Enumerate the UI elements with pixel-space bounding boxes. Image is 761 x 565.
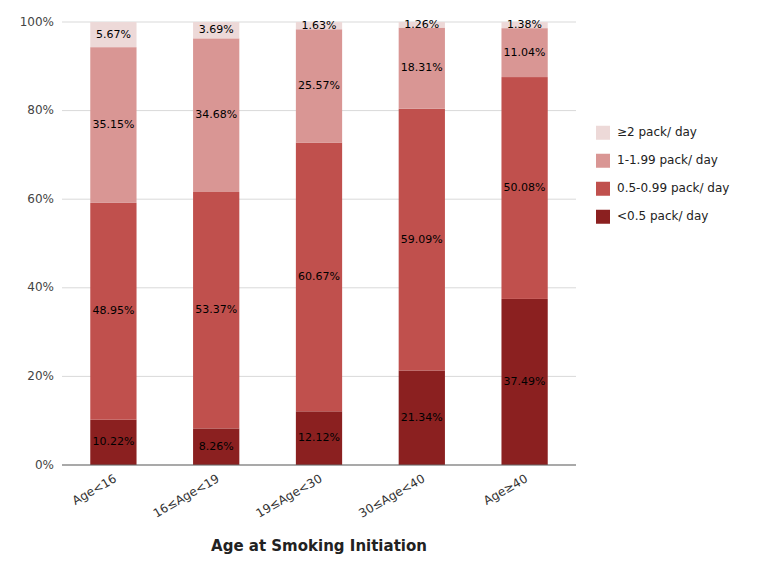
data-label: 1.26% <box>404 18 439 31</box>
x-tick-label: Age<16 <box>70 471 119 507</box>
data-label: 21.34% <box>401 411 443 424</box>
legend-swatch <box>596 210 610 224</box>
bar-segment <box>296 411 342 465</box>
legend: ≥2 pack/ day 1-1.99 pack/ day 0.5-0.99 pac… <box>596 125 729 224</box>
data-label: 5.67% <box>96 28 131 41</box>
data-label: 53.37% <box>195 303 237 316</box>
data-label: 3.69% <box>199 23 234 36</box>
y-tick-label: 80% <box>27 103 54 117</box>
chart-svg: 0% 20% 40% 60% 80% 100% 10.22% 8.26% 12.12% 21.34… <box>0 0 761 565</box>
bar-segment <box>501 77 547 299</box>
bars <box>90 22 547 465</box>
data-label: 25.57% <box>298 79 340 92</box>
data-labels: 10.22% 8.26% 12.12% 21.34% 37.49% 48.95% 53.37… <box>92 18 545 453</box>
bar-segment <box>90 47 136 203</box>
legend-label: 1-1.99 pack/ day <box>617 153 718 167</box>
bar-segment <box>193 192 239 428</box>
data-label: 48.95% <box>92 304 134 317</box>
y-tick-label: 100% <box>20 15 54 29</box>
bar-segment <box>399 370 445 465</box>
data-label: 8.26% <box>199 440 234 453</box>
bar-segment <box>399 109 445 371</box>
data-label: 60.67% <box>298 270 340 283</box>
data-label: 11.04% <box>504 46 546 59</box>
bar-segment <box>399 28 445 109</box>
x-axis-line <box>62 465 576 466</box>
data-label: 18.31% <box>401 61 443 74</box>
data-label: 59.09% <box>401 233 443 246</box>
data-label: 34.68% <box>195 108 237 121</box>
y-grid <box>62 22 576 465</box>
bar-segment <box>296 143 342 412</box>
y-tick-label: 0% <box>35 458 54 472</box>
data-label: 35.15% <box>92 118 134 131</box>
y-axis: 0% 20% 40% 60% 80% 100% <box>20 15 54 472</box>
bar-segment <box>193 38 239 192</box>
legend-swatch <box>596 126 610 140</box>
legend-label: ≥2 pack/ day <box>617 125 697 139</box>
y-tick-label: 20% <box>27 369 54 383</box>
bar-segment <box>90 420 136 465</box>
y-tick-label: 40% <box>27 280 54 294</box>
x-tick-label: Age≥40 <box>481 471 530 507</box>
data-label: 1.38% <box>507 18 542 31</box>
y-tick-label: 60% <box>27 192 54 206</box>
x-axis: Age<16 16≤Age<19 19≤Age<30 30≤Age<40 Age≥40 <box>62 465 576 521</box>
legend-swatch <box>596 154 610 168</box>
x-tick-label: 30≤Age<40 <box>356 471 427 520</box>
x-tick-label: 19≤Age<30 <box>254 471 325 520</box>
chart-container: 0% 20% 40% 60% 80% 100% 10.22% 8.26% 12.12% 21.34… <box>0 0 761 565</box>
bar-segment <box>501 299 547 465</box>
data-label: 50.08% <box>504 181 546 194</box>
bar-segment <box>90 22 136 47</box>
bar-segment <box>193 22 239 38</box>
bar-segment <box>296 29 342 142</box>
data-label: 37.49% <box>504 375 546 388</box>
x-axis-label: Age at Smoking Initiation <box>211 537 427 555</box>
x-tick-label: 16≤Age<19 <box>151 471 222 520</box>
legend-swatch <box>596 182 610 196</box>
bar-segment <box>90 203 136 420</box>
data-label: 12.12% <box>298 431 340 444</box>
data-label: 10.22% <box>92 435 134 448</box>
legend-label: <0.5 pack/ day <box>617 209 708 223</box>
bar-segment <box>193 428 239 465</box>
grid-line <box>62 465 576 466</box>
legend-label: 0.5-0.99 pack/ day <box>617 181 729 195</box>
data-label: 1.63% <box>302 19 337 32</box>
bar-segment <box>501 28 547 77</box>
